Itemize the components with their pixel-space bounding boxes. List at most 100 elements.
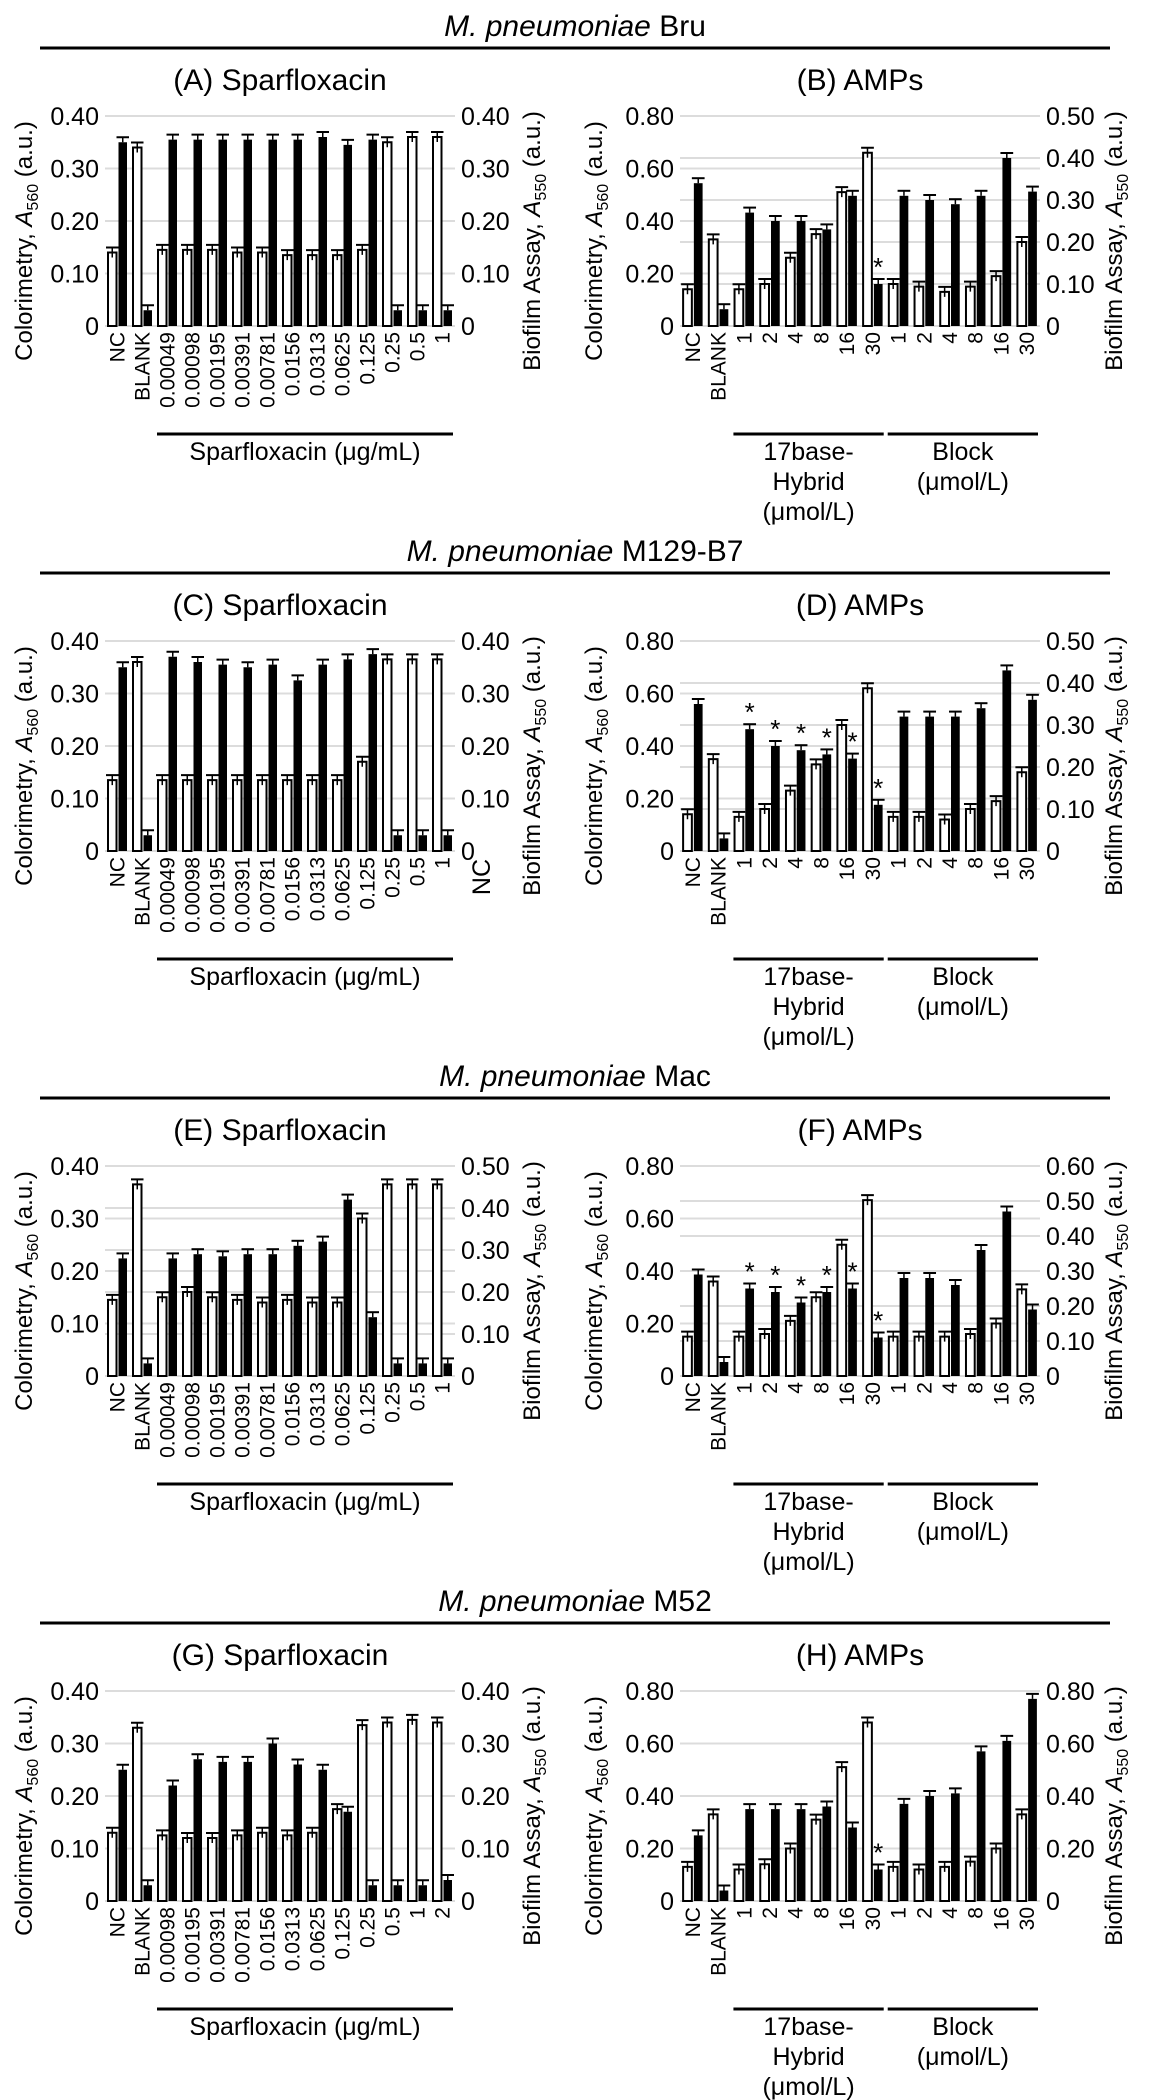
bar-biofilm — [168, 1258, 177, 1376]
bar-biofilm — [848, 1827, 857, 1901]
x-tick-label: 0.0313 — [307, 1382, 330, 1446]
bar-biofilm — [1002, 158, 1012, 326]
group-label: Block — [932, 438, 994, 466]
bar-biofilm — [268, 1254, 277, 1376]
y-tick-label-left: 0 — [85, 1888, 99, 1916]
x-tick-label: 0.5 — [382, 1907, 405, 1936]
bar-biofilm — [771, 746, 780, 851]
x-tick-label: 0.5 — [407, 332, 430, 361]
y-tick-label-right: 0.30 — [461, 156, 510, 184]
bar-colorimetry — [990, 275, 1002, 327]
bar-biofilm — [318, 137, 327, 326]
axis-title-symbol: A — [11, 1261, 38, 1279]
axis-title-subscript: 550 — [533, 699, 550, 726]
bar-biofilm — [218, 664, 227, 851]
significance-asterisk: * — [796, 718, 806, 748]
x-tick-label: BLANK — [132, 1382, 155, 1451]
x-tick-label: 0.0156 — [282, 332, 305, 396]
bar-colorimetry — [182, 1837, 193, 1902]
bar-colorimetry — [862, 1199, 873, 1377]
y-tick-label-left: 0.20 — [625, 261, 674, 289]
bar-colorimetry — [157, 1834, 168, 1902]
y-tick-label-right: 0.20 — [461, 208, 510, 236]
axis-title-symbol: A — [581, 1261, 608, 1279]
axis-title-subscript: 560 — [595, 184, 612, 211]
bar-biofilm — [343, 1199, 352, 1376]
x-tick-label: 2 — [913, 857, 936, 869]
x-tick-label: 0.00195 — [207, 857, 230, 933]
bar-biofilm — [168, 656, 177, 851]
bar-biofilm — [822, 1292, 832, 1376]
y-tick-label-right: 0.20 — [461, 1783, 510, 1811]
bar-biofilm — [418, 310, 427, 326]
bar-biofilm — [268, 139, 277, 326]
bar-biofilm — [1028, 699, 1037, 851]
bar-biofilm — [268, 664, 277, 851]
panel-d: (D) AMPs 0 0.20 0.40 0.60 0.80 0 0.10 0.20 0.30 0.… — [581, 589, 1132, 1051]
y-tick-label-right: 0.40 — [1046, 145, 1095, 173]
x-tick-label: 2 — [913, 1382, 936, 1394]
y-tick-label-right: 0.20 — [1046, 1293, 1095, 1321]
x-tick-label: 0.00391 — [232, 1382, 255, 1458]
y-tick-label-left: 0 — [660, 1363, 674, 1391]
x-tick-label: 2 — [913, 332, 936, 344]
bar-colorimetry — [307, 1831, 318, 1902]
bar-biofilm — [193, 1759, 202, 1901]
axis-title-subscript: 560 — [595, 709, 612, 736]
axis-title-text: Colorimetry, — [11, 752, 38, 886]
axis-title-unit: (a.u.) — [581, 1696, 608, 1759]
bar-colorimetry — [207, 779, 218, 852]
axis-title-symbol: A — [11, 1786, 38, 1804]
bar-biofilm — [443, 1880, 452, 1901]
bar-biofilm — [343, 659, 352, 851]
bar-colorimetry — [810, 1296, 822, 1377]
y-tick-label-right: 0.10 — [1046, 796, 1095, 824]
bar-biofilm — [848, 1288, 857, 1376]
axis-title-unit: (a.u.) — [11, 646, 38, 709]
x-tick-label: 1 — [432, 857, 455, 869]
bar-colorimetry — [759, 808, 770, 852]
bar-biofilm — [168, 139, 177, 326]
bar-biofilm — [925, 716, 935, 851]
axis-title-subscript: 560 — [25, 1234, 42, 1261]
y-tick-label-left: 0.30 — [50, 156, 99, 184]
x-tick-label: 0.0625 — [332, 1382, 355, 1446]
bar-colorimetry — [182, 1291, 193, 1377]
axis-title-unit: (a.u.) — [519, 1161, 546, 1224]
y-tick-label-right: 0 — [461, 838, 475, 866]
x-tick-label: 16 — [990, 1907, 1013, 1930]
group-label: Block — [932, 2013, 994, 2041]
bar-biofilm — [822, 229, 832, 326]
x-tick-label: 0.00049 — [157, 857, 180, 933]
x-tick-label: 8 — [810, 1382, 833, 1394]
x-tick-label: NC — [682, 1907, 705, 1937]
panel-h: (H) AMPs 0 0.20 0.40 0.60 0.80 0 0.20 0.40 0.60 0.… — [581, 1639, 1132, 2100]
axis-title-unit: (a.u.) — [519, 636, 546, 699]
bar-biofilm — [118, 1258, 127, 1376]
bar-colorimetry — [232, 1298, 243, 1377]
x-tick-label: NC — [107, 1907, 130, 1937]
axis-title-text: Biofilm Assay, — [1101, 1267, 1128, 1421]
bar-biofilm — [393, 1885, 402, 1901]
y-axis-title-left: Colorimetry, A560 (a.u.) — [11, 646, 42, 886]
y-tick-label-right: 0.30 — [1046, 187, 1095, 215]
strain-header-title: M. pneumoniae M52 — [438, 1585, 712, 1618]
axis-title-subscript: 560 — [595, 1234, 612, 1261]
bar-biofilm — [143, 1885, 152, 1901]
bar-biofilm — [951, 204, 960, 326]
x-tick-label: NC — [682, 857, 705, 887]
bar-biofilm — [745, 212, 755, 326]
y-tick-label-left: 0.60 — [625, 1206, 674, 1234]
axis-title-subscript: 550 — [1115, 1749, 1132, 1776]
axis-title-unit: (a.u.) — [1101, 1686, 1128, 1749]
bar-colorimetry — [207, 1296, 218, 1377]
bar-colorimetry — [232, 251, 243, 327]
bar-biofilm — [873, 804, 883, 851]
x-tick-label: BLANK — [708, 857, 731, 926]
bar-biofilm — [925, 200, 935, 326]
axis-title-text: Colorimetry, — [581, 1802, 608, 1936]
axis-title-text: Biofilm Assay, — [1101, 1792, 1128, 1946]
x-tick-label: 2 — [432, 1907, 455, 1919]
axis-title-unit: (a.u.) — [11, 1696, 38, 1759]
bar-biofilm — [976, 1250, 986, 1376]
